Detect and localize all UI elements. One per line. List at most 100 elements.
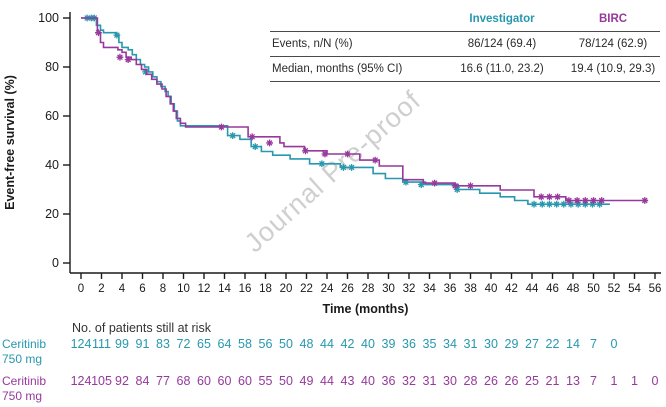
risk-count: 32 xyxy=(402,374,416,388)
risk-count: 30 xyxy=(484,337,498,351)
risk-count: 39 xyxy=(381,337,396,351)
risk-count: 35 xyxy=(422,337,437,351)
risk-count: 83 xyxy=(156,337,170,351)
risk-count: 44 xyxy=(320,337,334,351)
risk-row1-counts: 124 111 99 91 83 72 65 64 58 56 50 48 44 42 40 39 36 35 34… xyxy=(0,337,666,353)
censor-mark-birc xyxy=(581,197,589,204)
x-tick-label: 46 xyxy=(546,283,559,295)
censor-mark-birc xyxy=(321,150,329,158)
x-axis-title: Time (months) xyxy=(323,302,409,316)
censor-mark-investigator xyxy=(560,200,568,208)
risk-count: 50 xyxy=(279,374,293,388)
censor-mark-investigator xyxy=(574,200,582,208)
x-tick-label: 0 xyxy=(78,283,84,295)
risk-count: 14 xyxy=(566,337,580,351)
x-tick-label: 16 xyxy=(239,283,252,295)
risk-count: 31 xyxy=(463,337,478,351)
censor-mark-investigator xyxy=(596,200,604,208)
x-tick-label: 40 xyxy=(485,283,498,295)
risk-count: 72 xyxy=(176,337,191,351)
risk-row2-label-line1: Ceritinib xyxy=(2,374,47,388)
x-tick-label: 10 xyxy=(177,283,190,295)
risk-count: 60 xyxy=(197,374,211,388)
risk-count: 58 xyxy=(238,337,252,351)
censor-mark-investigator xyxy=(142,68,149,76)
summary-table: Investigator BIRC Events, n/N (%) 86/124… xyxy=(270,6,660,82)
x-tick-label: 18 xyxy=(259,283,272,295)
x-tick-label: 20 xyxy=(280,283,293,295)
risk-count: 84 xyxy=(135,374,150,388)
summary-table-header-row: Investigator BIRC xyxy=(270,6,660,32)
censor-mark-investigator xyxy=(546,200,553,208)
x-tick-label: 38 xyxy=(464,283,477,295)
risk-count: 34 xyxy=(443,337,457,351)
risk-count: 1 xyxy=(610,374,618,388)
x-tick-label: 8 xyxy=(160,283,166,295)
risk-table-title: No. of patients still at risk xyxy=(72,321,211,335)
y-tick-label: 20 xyxy=(45,207,59,221)
x-tick-label: 24 xyxy=(321,283,334,295)
risk-count: 91 xyxy=(135,337,150,351)
risk-count: 7 xyxy=(590,337,597,351)
x-tick-label: 34 xyxy=(423,283,436,295)
risk-count: 21 xyxy=(545,374,560,388)
risk-count: 48 xyxy=(299,337,314,351)
x-tick-label: 48 xyxy=(567,283,580,295)
censor-mark-investigator xyxy=(318,160,326,168)
km-curve-birc xyxy=(81,17,648,202)
x-tick-label: 28 xyxy=(362,283,375,295)
risk-row2-counts: 124 105 92 84 77 68 60 60 60 55 50 49 44 43 40 36 32 31 30… xyxy=(0,374,666,390)
risk-count: 44 xyxy=(320,374,334,388)
x-tick-label: 42 xyxy=(505,283,518,295)
censor-mark-investigator xyxy=(113,31,121,39)
y-tick-label: 40 xyxy=(45,158,59,172)
y-tick-label: 80 xyxy=(45,60,59,74)
risk-count: 30 xyxy=(443,374,457,388)
risk-count: 92 xyxy=(115,374,129,388)
median-investigator-value: 16.6 (11.0, 23.2) xyxy=(460,63,544,75)
censor-mark-birc xyxy=(467,182,474,190)
censor-mark-investigator xyxy=(453,186,461,193)
censor-mark-birc xyxy=(344,150,351,158)
risk-row1-label-line2: 750 mg xyxy=(2,352,43,366)
risk-count: 13 xyxy=(566,374,580,388)
risk-count: 60 xyxy=(238,374,252,388)
censor-mark-birc xyxy=(266,139,273,147)
risk-count: 0 xyxy=(651,374,659,388)
risk-row2-label: Ceritinib 750 mg xyxy=(2,374,68,404)
risk-count: 40 xyxy=(361,337,375,351)
risk-count: 36 xyxy=(402,337,416,351)
censor-mark-birc xyxy=(218,123,225,131)
y-axis-title: Event-free survival (%) xyxy=(3,75,17,210)
censor-mark-investigator xyxy=(553,200,560,208)
x-tick-label: 26 xyxy=(341,283,354,295)
x-tick-label: 14 xyxy=(218,283,231,295)
x-tick-label: 44 xyxy=(526,283,539,295)
median-label: Median, months (95% CI) xyxy=(272,63,403,75)
censor-mark-investigator xyxy=(538,200,546,208)
x-tick-label: 52 xyxy=(608,283,621,295)
risk-count: 27 xyxy=(525,337,539,351)
risk-count: 42 xyxy=(340,337,355,351)
risk-count: 26 xyxy=(484,374,498,388)
risk-row2-label-line2: 750 mg xyxy=(2,389,43,403)
summary-header-birc: BIRC xyxy=(598,12,628,25)
censor-mark-investigator xyxy=(417,181,425,188)
risk-count: 0 xyxy=(610,337,618,351)
censor-mark-birc xyxy=(248,133,256,141)
x-tick-label: 4 xyxy=(119,283,126,295)
median-birc-value: 19.4 (10.9, 29.3) xyxy=(570,63,656,75)
censor-mark-birc xyxy=(641,197,649,204)
risk-count: 25 xyxy=(525,374,539,388)
risk-count: 124 xyxy=(70,374,92,388)
y-tick-label: 60 xyxy=(45,109,59,123)
x-tick-label: 32 xyxy=(403,283,416,295)
risk-count: 65 xyxy=(197,337,211,351)
risk-count: 56 xyxy=(258,337,273,351)
risk-count: 22 xyxy=(545,337,560,351)
risk-count: 40 xyxy=(361,374,375,388)
risk-count: 55 xyxy=(258,374,273,388)
censor-mark-birc xyxy=(95,29,102,37)
